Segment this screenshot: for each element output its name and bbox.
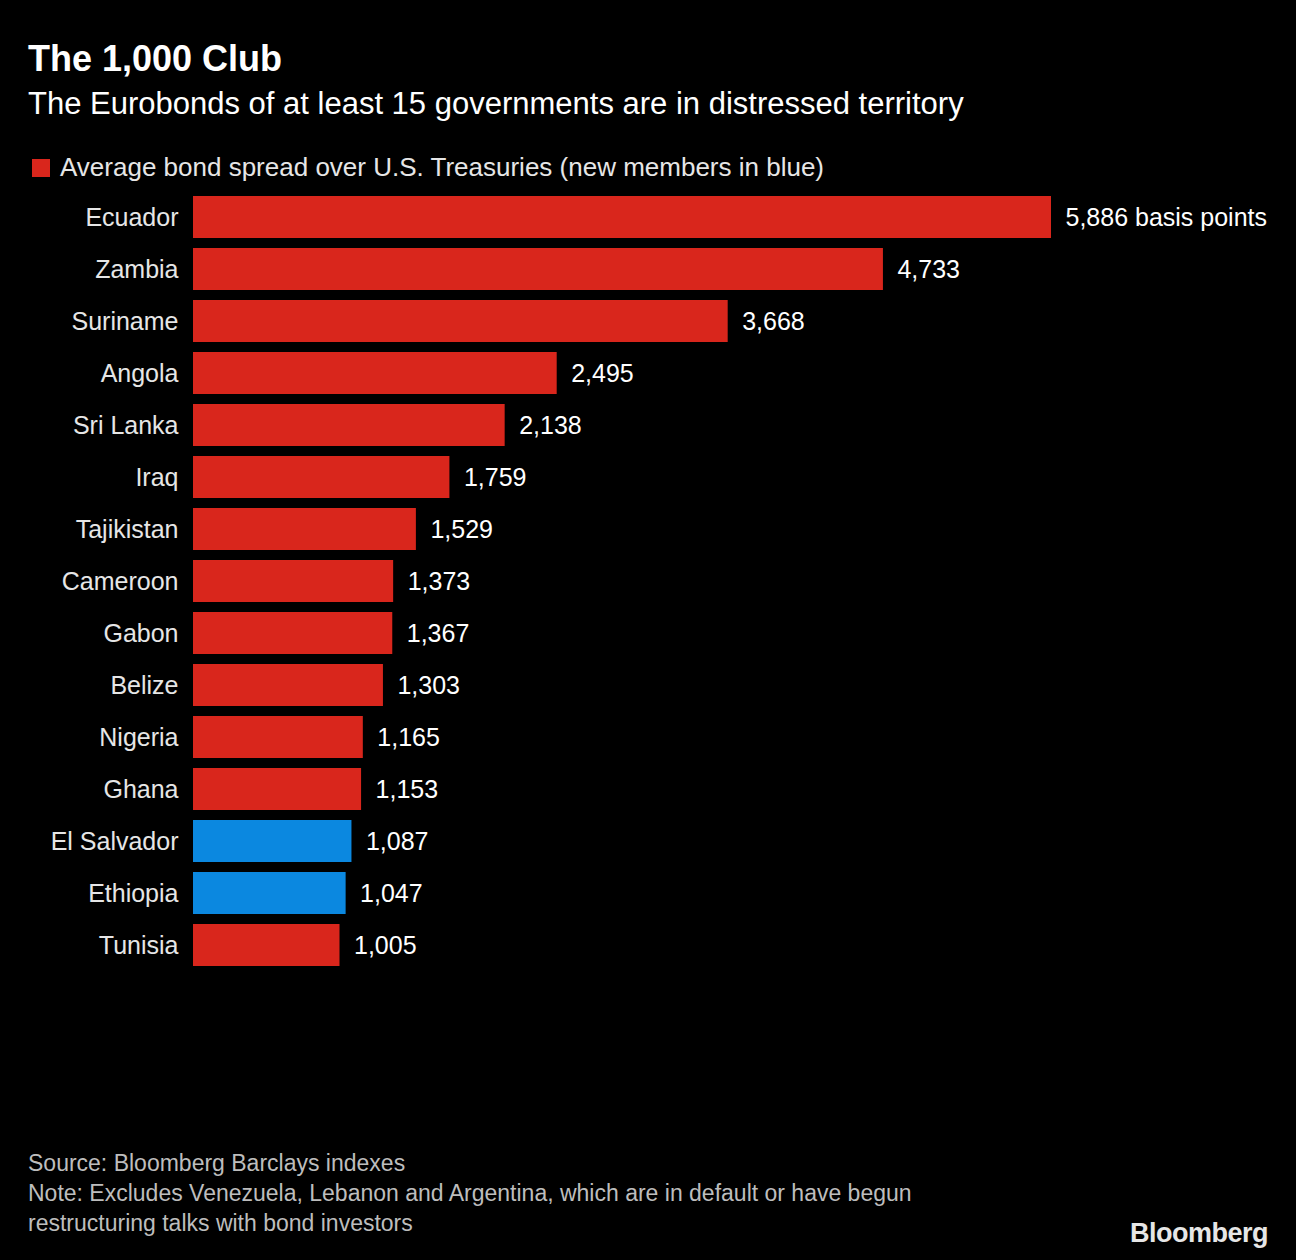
- svg-text:1,529: 1,529: [430, 515, 493, 543]
- svg-text:1,047: 1,047: [360, 879, 423, 907]
- svg-text:Tunisia: Tunisia: [99, 931, 179, 959]
- svg-text:Belize: Belize: [110, 671, 178, 699]
- svg-text:3,668: 3,668: [742, 307, 805, 335]
- svg-text:Gabon: Gabon: [103, 619, 178, 647]
- svg-text:Nigeria: Nigeria: [99, 723, 178, 751]
- svg-text:Ghana: Ghana: [103, 775, 178, 803]
- svg-text:1,373: 1,373: [408, 567, 471, 595]
- svg-text:Ethiopia: Ethiopia: [88, 879, 178, 907]
- html-text:Bloomberg: Bloomberg: [1130, 1218, 1268, 1248]
- svg-text:1,087: 1,087: [366, 827, 429, 855]
- html-text:Average bond spread over U.S.: Average bond spread over U.S. Treasuries…: [60, 152, 824, 182]
- html-text:Note: Excludes Venezuela, Leba: Note: Excludes Venezuela, Lebanon and Ar…: [28, 1180, 912, 1236]
- svg-text:1,005: 1,005: [354, 931, 417, 959]
- svg-text:2,138: 2,138: [519, 411, 582, 439]
- svg-text:1,367: 1,367: [407, 619, 470, 647]
- svg-text:Cameroon: Cameroon: [62, 567, 179, 595]
- svg-text:4,733: 4,733: [897, 255, 960, 283]
- html-text:The 1,000 Club: The 1,000 Club: [28, 38, 283, 79]
- svg-text:Zambia: Zambia: [95, 255, 178, 283]
- svg-text:Sri Lanka: Sri Lanka: [73, 411, 179, 439]
- html-text:The Eurobonds of at least 15 g: The Eurobonds of at least 15 governments…: [28, 86, 964, 121]
- svg-text:1,303: 1,303: [397, 671, 460, 699]
- svg-text:Ecuador: Ecuador: [85, 203, 178, 231]
- svg-text:1,153: 1,153: [376, 775, 439, 803]
- html-text:Source: Bloomberg Barclays ind: Source: Bloomberg Barclays indexes: [28, 1150, 406, 1176]
- svg-text:1,759: 1,759: [464, 463, 527, 491]
- svg-text:Angola: Angola: [101, 359, 179, 387]
- svg-text:Tajikistan: Tajikistan: [76, 515, 179, 543]
- svg-text:Suriname: Suriname: [72, 307, 179, 335]
- svg-text:2,495: 2,495: [571, 359, 634, 387]
- svg-text:Iraq: Iraq: [135, 463, 178, 491]
- svg-text:El Salvador: El Salvador: [51, 827, 179, 855]
- svg-text:5,886 basis points: 5,886 basis points: [1066, 203, 1268, 231]
- svg-text:1,165: 1,165: [377, 723, 440, 751]
